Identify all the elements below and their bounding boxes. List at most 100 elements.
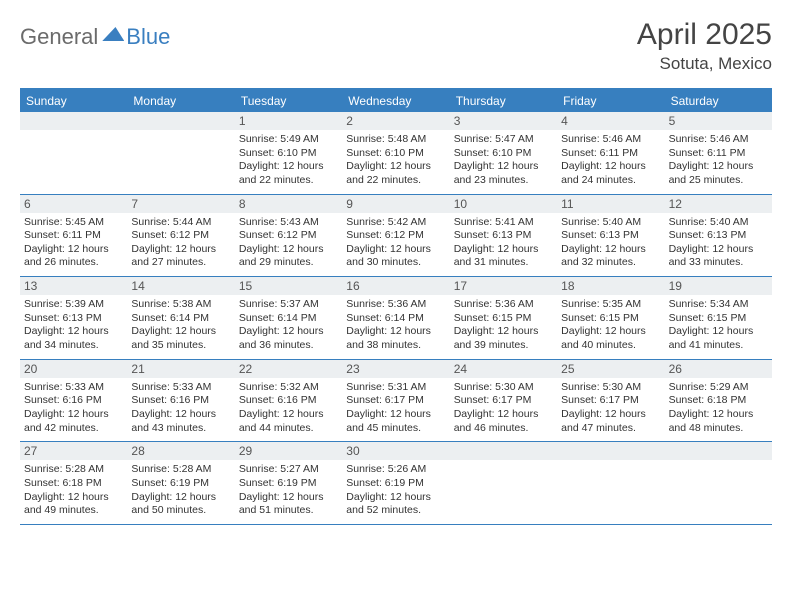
logo-triangle-icon bbox=[102, 27, 124, 41]
day-number bbox=[127, 112, 234, 130]
day-details: Sunrise: 5:40 AMSunset: 6:13 PMDaylight:… bbox=[561, 216, 660, 271]
day-number: 16 bbox=[342, 277, 449, 295]
calendar-day: 4Sunrise: 5:46 AMSunset: 6:11 PMDaylight… bbox=[557, 112, 664, 194]
day-details: Sunrise: 5:49 AMSunset: 6:10 PMDaylight:… bbox=[239, 133, 338, 188]
day-number: 11 bbox=[557, 195, 664, 213]
header: General Blue April 2025 Sotuta, Mexico bbox=[20, 18, 772, 74]
day-details: Sunrise: 5:32 AMSunset: 6:16 PMDaylight:… bbox=[239, 381, 338, 436]
calendar-day: 11 Sunrise: 5:40 AMSunset: 6:13 PMDayligh… bbox=[557, 195, 664, 277]
calendar-week: 1Sunrise: 5:49 AMSunset: 6:10 PMDaylight… bbox=[20, 112, 772, 195]
day-number: 27 bbox=[20, 442, 127, 460]
day-details: Sunrise: 5:30 AMSunset: 6:17 PMDaylight:… bbox=[454, 381, 553, 436]
day-number bbox=[20, 112, 127, 130]
day-details: Sunrise: 5:36 AMSunset: 6:14 PMDaylight:… bbox=[346, 298, 445, 353]
day-details: Sunrise: 5:42 AMSunset: 6:12 PMDaylight:… bbox=[346, 216, 445, 271]
day-number: 17 bbox=[450, 277, 557, 295]
day-number bbox=[557, 442, 664, 460]
day-number: 9 bbox=[342, 195, 449, 213]
day-number: 4 bbox=[557, 112, 664, 130]
calendar-day: 30 Sunrise: 5:26 AMSunset: 6:19 PMDayligh… bbox=[342, 442, 449, 524]
weekday-header: Wednesday bbox=[342, 90, 449, 112]
day-details: Sunrise: 5:37 AMSunset: 6:14 PMDaylight:… bbox=[239, 298, 338, 353]
day-details: Sunrise: 5:34 AMSunset: 6:15 PMDaylight:… bbox=[669, 298, 768, 353]
day-details: Sunrise: 5:41 AMSunset: 6:13 PMDaylight:… bbox=[454, 216, 553, 271]
weekday-header: Thursday bbox=[450, 90, 557, 112]
day-details: Sunrise: 5:27 AMSunset: 6:19 PMDaylight:… bbox=[239, 463, 338, 518]
calendar-day: 1Sunrise: 5:49 AMSunset: 6:10 PMDaylight… bbox=[235, 112, 342, 194]
day-details: Sunrise: 5:38 AMSunset: 6:14 PMDaylight:… bbox=[131, 298, 230, 353]
title-block: April 2025 Sotuta, Mexico bbox=[637, 18, 772, 74]
calendar-day: 2 Sunrise: 5:48 AMSunset: 6:10 PMDaylight… bbox=[342, 112, 449, 194]
day-number: 25 bbox=[557, 360, 664, 378]
weekday-header: Saturday bbox=[665, 90, 772, 112]
weekday-header: Sunday bbox=[20, 90, 127, 112]
day-details: Sunrise: 5:46 AMSunset: 6:11 PMDaylight:… bbox=[669, 133, 768, 188]
day-number: 2 bbox=[342, 112, 449, 130]
day-number: 21 bbox=[127, 360, 234, 378]
calendar-day: 5 Sunrise: 5:46 AMSunset: 6:11 PMDaylight… bbox=[665, 112, 772, 194]
day-number: 7 bbox=[127, 195, 234, 213]
calendar-day: 19 Sunrise: 5:34 AMSunset: 6:15 PMDayligh… bbox=[665, 277, 772, 359]
calendar-day: 21 Sunrise: 5:33 AMSunset: 6:16 PMDayligh… bbox=[127, 360, 234, 442]
calendar-day: 12 Sunrise: 5:40 AMSunset: 6:13 PMDayligh… bbox=[665, 195, 772, 277]
calendar-day: 29 Sunrise: 5:27 AMSunset: 6:19 PMDayligh… bbox=[235, 442, 342, 524]
day-number bbox=[450, 442, 557, 460]
day-details: Sunrise: 5:26 AMSunset: 6:19 PMDaylight:… bbox=[346, 463, 445, 518]
calendar-day: 28 Sunrise: 5:28 AMSunset: 6:19 PMDayligh… bbox=[127, 442, 234, 524]
logo-text-general: General bbox=[20, 24, 98, 50]
calendar-day: 22Sunrise: 5:32 AMSunset: 6:16 PMDayligh… bbox=[235, 360, 342, 442]
day-number: 23 bbox=[342, 360, 449, 378]
calendar-day: 13Sunrise: 5:39 AMSunset: 6:13 PMDayligh… bbox=[20, 277, 127, 359]
day-number: 20 bbox=[20, 360, 127, 378]
calendar-day: 16 Sunrise: 5:36 AMSunset: 6:14 PMDayligh… bbox=[342, 277, 449, 359]
day-number: 10 bbox=[450, 195, 557, 213]
day-number: 14 bbox=[127, 277, 234, 295]
calendar-day: 18 Sunrise: 5:35 AMSunset: 6:15 PMDayligh… bbox=[557, 277, 664, 359]
logo: General Blue bbox=[20, 24, 170, 50]
day-details: Sunrise: 5:44 AMSunset: 6:12 PMDaylight:… bbox=[131, 216, 230, 271]
day-details: Sunrise: 5:48 AMSunset: 6:10 PMDaylight:… bbox=[346, 133, 445, 188]
day-number: 30 bbox=[342, 442, 449, 460]
calendar-day-empty bbox=[20, 112, 127, 194]
day-details: Sunrise: 5:30 AMSunset: 6:17 PMDaylight:… bbox=[561, 381, 660, 436]
calendar-day: 7 Sunrise: 5:44 AMSunset: 6:12 PMDaylight… bbox=[127, 195, 234, 277]
month-title: April 2025 bbox=[637, 18, 772, 52]
day-details: Sunrise: 5:31 AMSunset: 6:17 PMDaylight:… bbox=[346, 381, 445, 436]
weekday-header-row: SundayMondayTuesdayWednesdayThursdayFrid… bbox=[20, 90, 772, 112]
day-details: Sunrise: 5:28 AMSunset: 6:19 PMDaylight:… bbox=[131, 463, 230, 518]
day-number: 8 bbox=[235, 195, 342, 213]
day-details: Sunrise: 5:47 AMSunset: 6:10 PMDaylight:… bbox=[454, 133, 553, 188]
calendar-day: 23 Sunrise: 5:31 AMSunset: 6:17 PMDayligh… bbox=[342, 360, 449, 442]
day-details: Sunrise: 5:33 AMSunset: 6:16 PMDaylight:… bbox=[131, 381, 230, 436]
calendar-day: 24Sunrise: 5:30 AMSunset: 6:17 PMDayligh… bbox=[450, 360, 557, 442]
calendar-day-empty bbox=[450, 442, 557, 524]
calendar-day-empty bbox=[127, 112, 234, 194]
calendar-day: 14 Sunrise: 5:38 AMSunset: 6:14 PMDayligh… bbox=[127, 277, 234, 359]
location-label: Sotuta, Mexico bbox=[637, 54, 772, 74]
calendar-day: 15Sunrise: 5:37 AMSunset: 6:14 PMDayligh… bbox=[235, 277, 342, 359]
calendar-day: 25 Sunrise: 5:30 AMSunset: 6:17 PMDayligh… bbox=[557, 360, 664, 442]
calendar-week: 13Sunrise: 5:39 AMSunset: 6:13 PMDayligh… bbox=[20, 277, 772, 360]
calendar-day: 8 Sunrise: 5:43 AMSunset: 6:12 PMDaylight… bbox=[235, 195, 342, 277]
calendar-day-empty bbox=[557, 442, 664, 524]
calendar-day: 10 Sunrise: 5:41 AMSunset: 6:13 PMDayligh… bbox=[450, 195, 557, 277]
day-number: 29 bbox=[235, 442, 342, 460]
day-details: Sunrise: 5:40 AMSunset: 6:13 PMDaylight:… bbox=[669, 216, 768, 271]
day-details: Sunrise: 5:33 AMSunset: 6:16 PMDaylight:… bbox=[24, 381, 123, 436]
weekday-header: Friday bbox=[557, 90, 664, 112]
calendar-day: 27Sunrise: 5:28 AMSunset: 6:18 PMDayligh… bbox=[20, 442, 127, 524]
day-number: 28 bbox=[127, 442, 234, 460]
logo-text-blue: Blue bbox=[126, 24, 170, 50]
day-details: Sunrise: 5:35 AMSunset: 6:15 PMDaylight:… bbox=[561, 298, 660, 353]
day-number: 19 bbox=[665, 277, 772, 295]
day-number: 18 bbox=[557, 277, 664, 295]
day-number: 12 bbox=[665, 195, 772, 213]
day-number: 26 bbox=[665, 360, 772, 378]
day-details: Sunrise: 5:36 AMSunset: 6:15 PMDaylight:… bbox=[454, 298, 553, 353]
calendar-day-empty bbox=[665, 442, 772, 524]
day-details: Sunrise: 5:43 AMSunset: 6:12 PMDaylight:… bbox=[239, 216, 338, 271]
calendar-week: 27Sunrise: 5:28 AMSunset: 6:18 PMDayligh… bbox=[20, 442, 772, 525]
day-number: 5 bbox=[665, 112, 772, 130]
day-details: Sunrise: 5:45 AMSunset: 6:11 PMDaylight:… bbox=[24, 216, 123, 271]
day-number: 3 bbox=[450, 112, 557, 130]
